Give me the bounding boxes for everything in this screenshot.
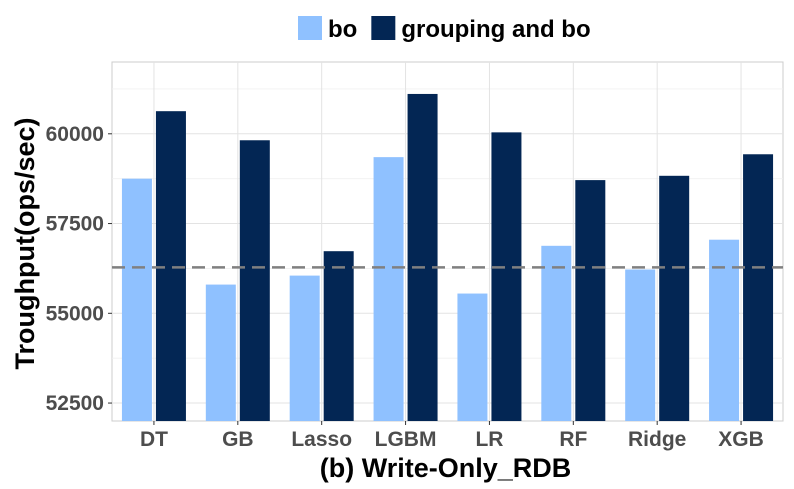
x-tick-label: DT <box>140 428 168 451</box>
bars <box>121 93 774 422</box>
x-tick-label: Lasso <box>291 428 352 451</box>
y-tick-label: 60000 <box>46 123 104 146</box>
bar-grouping-and-bo-rf <box>575 180 606 421</box>
bar-grouping-and-bo-dt <box>155 111 186 422</box>
bar-grouping-and-bo-xgb <box>743 154 774 421</box>
bar-grouping-and-bo-gb <box>239 140 270 421</box>
bar-bo-dt <box>121 178 152 421</box>
bar-bo-lasso <box>289 275 320 421</box>
y-tick-label: 55000 <box>46 302 104 325</box>
y-tick-label: 52500 <box>46 392 104 415</box>
bar-grouping-and-bo-ridge <box>659 175 690 421</box>
x-tick-label: LR <box>475 428 503 451</box>
bar-bo-xgb <box>709 239 740 421</box>
bar-bo-lgbm <box>373 157 404 421</box>
legend: bo grouping and bo <box>298 16 591 43</box>
x-axis-title: (b) Write-Only_RDB <box>320 453 572 483</box>
x-axis: DT GB Lasso LGBM LR RF Ridge XGB <box>140 421 764 451</box>
x-tick-label: XGB <box>718 428 764 451</box>
x-tick-label: Ridge <box>628 428 686 451</box>
y-tick-label: 57500 <box>46 213 104 236</box>
bar-grouping-and-bo-lasso <box>323 251 354 421</box>
x-tick-label: LGBM <box>375 428 437 451</box>
legend-swatch <box>298 16 322 40</box>
y-axis: 52500 55000 57500 60000 <box>46 123 112 415</box>
legend-label: bo <box>328 16 357 43</box>
y-axis-title: Troughput(ops/sec) <box>10 118 40 370</box>
bar-bo-rf <box>541 245 572 421</box>
bar-grouping-and-bo-lr <box>491 132 522 421</box>
x-tick-label: RF <box>559 428 587 451</box>
bar-bo-gb <box>205 284 236 421</box>
legend-swatch <box>371 16 396 40</box>
bar-grouping-and-bo-lgbm <box>407 93 438 422</box>
x-tick-label: GB <box>222 428 254 451</box>
bar-bo-ridge <box>625 269 656 421</box>
bar-bo-lr <box>457 293 488 421</box>
legend-label: grouping and bo <box>401 16 590 43</box>
